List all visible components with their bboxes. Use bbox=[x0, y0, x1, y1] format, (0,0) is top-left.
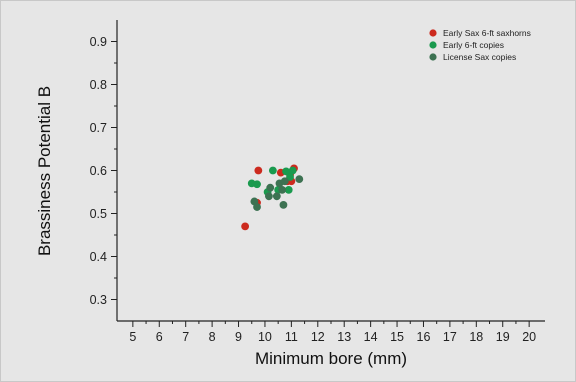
x-tick-label: 20 bbox=[522, 330, 536, 344]
y-axis-title: Brassiness Potential B bbox=[35, 86, 54, 256]
x-tick-label: 14 bbox=[364, 330, 378, 344]
legend-label: License Sax copies bbox=[443, 52, 516, 62]
x-tick-label: 16 bbox=[417, 330, 431, 344]
x-tick-label: 10 bbox=[258, 330, 272, 344]
y-tick-label: 0.4 bbox=[90, 250, 107, 264]
y-tick-label: 0.8 bbox=[90, 78, 107, 92]
data-point bbox=[272, 192, 281, 201]
data-point bbox=[265, 192, 273, 201]
x-tick-label: 18 bbox=[469, 330, 483, 344]
legend-marker bbox=[429, 53, 437, 61]
data-point bbox=[284, 185, 293, 194]
x-tick-label: 8 bbox=[209, 330, 216, 344]
legend-marker bbox=[429, 29, 437, 37]
y-tick-label: 0.7 bbox=[90, 121, 107, 135]
x-tick-label: 19 bbox=[496, 330, 510, 344]
x-tick-label: 11 bbox=[285, 330, 298, 344]
legend-marker bbox=[429, 41, 437, 49]
data-point bbox=[266, 183, 275, 192]
data-point bbox=[280, 177, 289, 186]
legend-label: Early 6-ft copies bbox=[443, 40, 504, 50]
y-tick-label: 0.5 bbox=[90, 207, 107, 221]
data-point bbox=[241, 222, 250, 231]
x-tick-label: 12 bbox=[311, 330, 325, 344]
x-tick-label: 7 bbox=[182, 330, 189, 344]
data-point bbox=[254, 166, 263, 175]
y-tick-label: 0.9 bbox=[90, 35, 107, 49]
y-tick-label: 0.3 bbox=[90, 293, 107, 307]
legend: Early Sax 6-ft saxhorns Early 6-ft copies… bbox=[429, 28, 531, 62]
ticks: 0.3 0.4 0.5 0.6 0.7 0.8 0.9 5 6 7 8 9 10 11 12 13 14 15 16… bbox=[90, 35, 537, 344]
axes bbox=[116, 20, 545, 322]
y-tick-label: 0.6 bbox=[90, 164, 107, 178]
data-point bbox=[253, 180, 261, 189]
data-point bbox=[286, 173, 294, 181]
data-point bbox=[268, 166, 277, 175]
data-point bbox=[295, 175, 304, 184]
data-point bbox=[278, 185, 287, 194]
x-tick-label: 6 bbox=[156, 330, 163, 344]
data-points bbox=[241, 164, 304, 231]
data-point bbox=[253, 203, 261, 211]
x-tick-label: 5 bbox=[129, 330, 136, 344]
data-point bbox=[279, 201, 288, 209]
x-tick-label: 13 bbox=[337, 330, 351, 344]
data-point bbox=[282, 167, 290, 176]
x-tick-label: 17 bbox=[443, 330, 457, 344]
x-tick-label: 15 bbox=[390, 330, 404, 344]
data-point bbox=[288, 166, 297, 175]
x-tick-label: 9 bbox=[235, 330, 242, 344]
x-axis-title: Minimum bore (mm) bbox=[255, 349, 407, 368]
legend-label: Early Sax 6-ft saxhorns bbox=[443, 28, 531, 38]
